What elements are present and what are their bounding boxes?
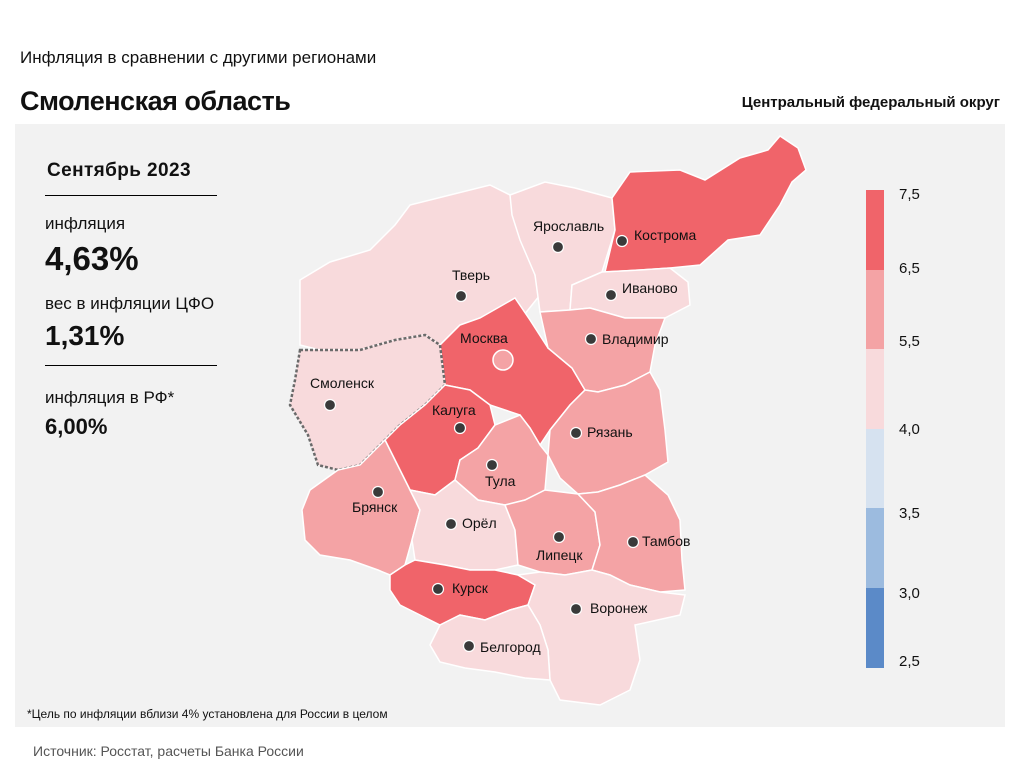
region-kostroma[interactable] (604, 135, 807, 273)
city-label-kostroma: Кострома (634, 227, 697, 243)
region-belgorod[interactable] (429, 604, 551, 681)
city-dot (431, 582, 445, 596)
rf-inflation-label: инфляция в РФ* (45, 388, 175, 407)
city-dot (569, 426, 583, 440)
city-dot (454, 289, 468, 303)
scale-tick-label: 3,0 (899, 585, 920, 602)
city-label-moscow: Москва (460, 330, 508, 346)
region-ryazan[interactable] (547, 370, 669, 495)
city-label-tula: Тула (485, 473, 516, 489)
district-label: Центральный федеральный округ (741, 94, 1000, 111)
scale-bin (866, 269, 884, 350)
inflation-label: инфляция (45, 214, 126, 233)
city-dot (604, 288, 618, 302)
source-note: Источник: Росстат, расчеты Банка России (33, 743, 304, 759)
inflation-value: 4,63% (45, 240, 139, 277)
scale-tick-label: 4,0 (899, 421, 920, 438)
city-dot (323, 398, 337, 412)
city-label-tambov: Тамбов (642, 533, 690, 549)
moscow-city-marker (492, 349, 514, 371)
city-dot (626, 535, 640, 549)
chart-subtitle: Инфляция в сравнении с другими регионами (20, 48, 377, 67)
scale-tick-label: 5,5 (899, 333, 920, 350)
city-dot (584, 332, 598, 346)
scale-tick-label: 3,5 (899, 505, 920, 522)
city-dot (444, 517, 458, 531)
scale-tick-label: 6,5 (899, 260, 920, 277)
city-label-ryazan: Рязань (587, 424, 633, 440)
rf-inflation-value: 6,00% (45, 414, 108, 439)
city-label-yaroslavl: Ярославль (533, 218, 604, 234)
city-label-lipetsk: Липецк (536, 547, 583, 563)
scale-bin (866, 349, 884, 429)
city-label-belgorod: Белгород (480, 639, 541, 655)
city-label-ivanovo: Иваново (622, 280, 678, 296)
city-dot (371, 485, 385, 499)
footnote: *Цель по инфляции вблизи 4% установлена … (27, 707, 388, 721)
region-tambov[interactable] (576, 474, 686, 593)
city-dot (462, 639, 476, 653)
city-label-smolensk: Смоленск (310, 375, 375, 391)
weight-value: 1,31% (45, 320, 125, 351)
city-label-kaluga: Калуга (432, 402, 476, 418)
city-label-kursk: Курск (452, 580, 489, 596)
city-label-tver: Тверь (452, 267, 490, 283)
divider (45, 365, 217, 366)
city-dot (615, 234, 629, 248)
scale-bin (866, 508, 884, 588)
divider (45, 195, 217, 196)
city-dot (453, 421, 467, 435)
scale-tick-label: 2,5 (899, 653, 920, 670)
city-label-vladimir: Владимир (602, 331, 669, 347)
city-dot (551, 240, 565, 254)
city-dot (485, 458, 499, 472)
scale-bin (866, 428, 884, 509)
city-label-voronezh: Воронеж (590, 600, 648, 616)
city-label-orel: Орёл (462, 515, 497, 531)
page-title: Смоленская область (20, 86, 291, 116)
city-dot (569, 602, 583, 616)
color-scale (866, 190, 884, 668)
scale-bin (866, 190, 884, 270)
period-label: Сентябрь 2023 (47, 160, 191, 181)
scale-bin (866, 587, 884, 668)
city-dot (552, 530, 566, 544)
city-label-bryansk: Брянск (352, 499, 398, 515)
stats-block: Сентябрь 2023 инфляция 4,63% вес в инфля… (45, 160, 217, 440)
region-orel[interactable] (408, 479, 519, 571)
regions-layer (288, 135, 807, 706)
scale-tick-label: 7,5 (899, 186, 920, 203)
weight-label: вес в инфляции ЦФО (45, 294, 215, 313)
